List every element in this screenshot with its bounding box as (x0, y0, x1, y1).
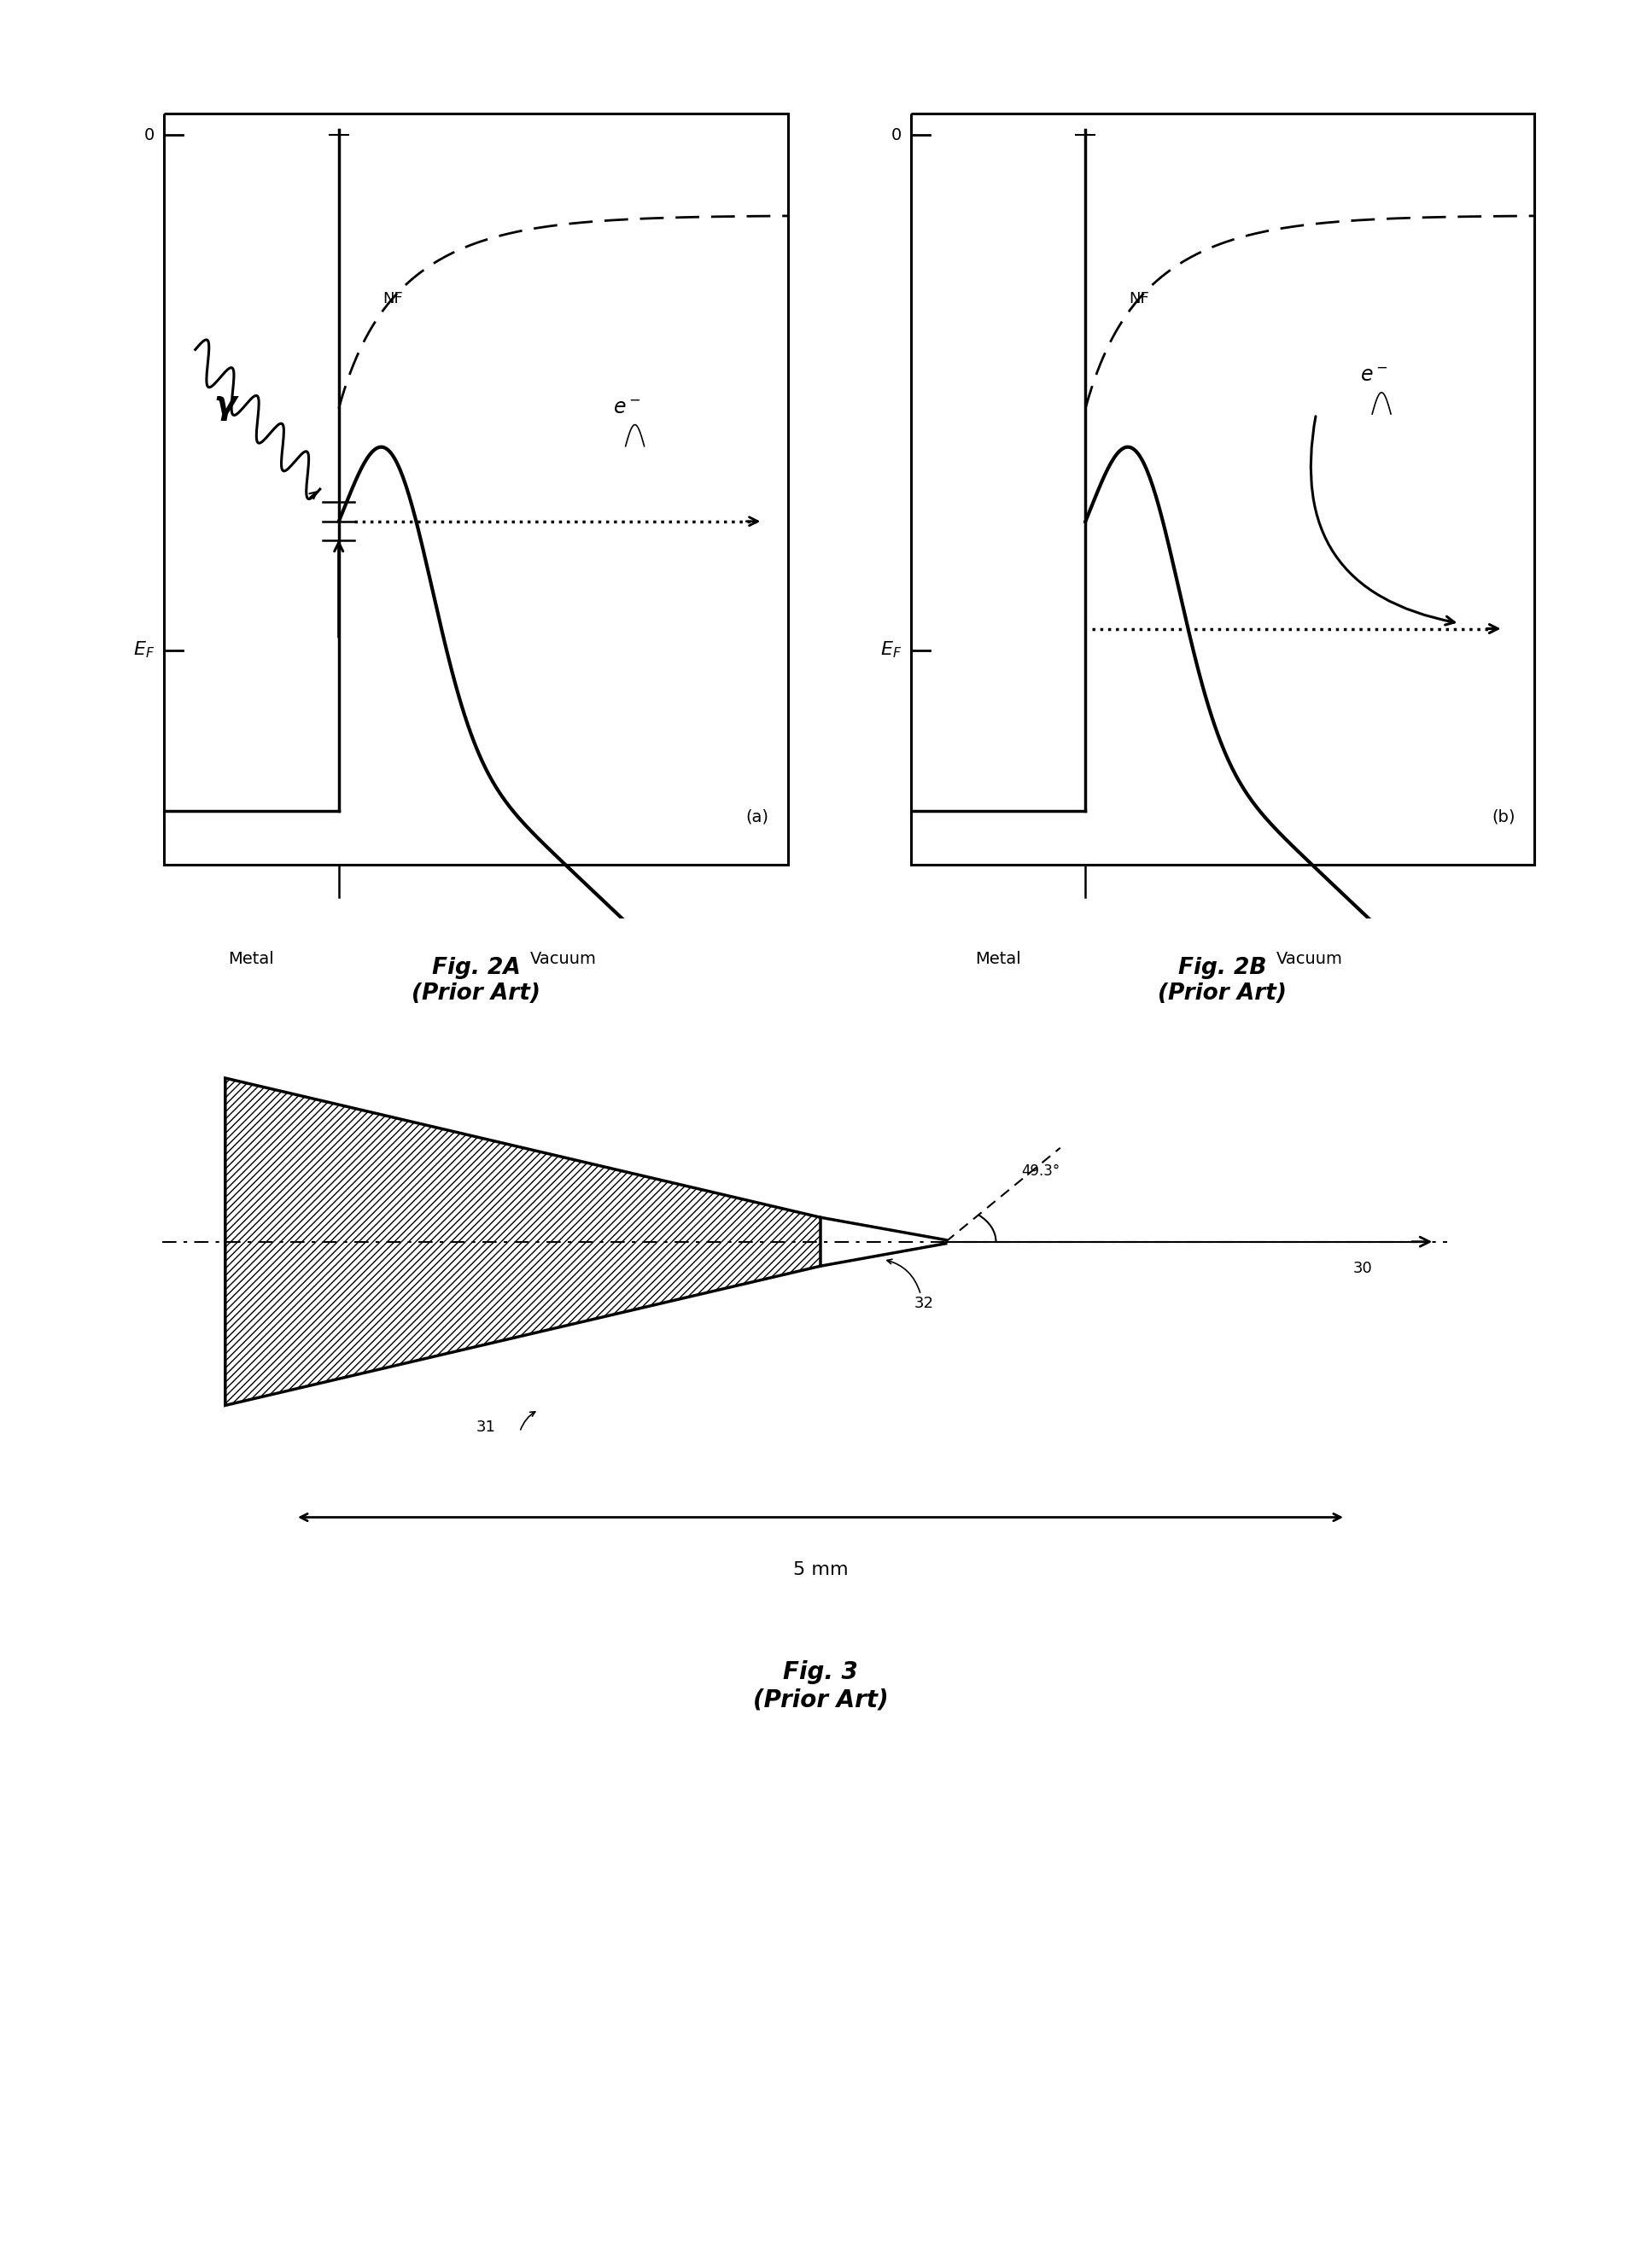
Text: e$^-$: e$^-$ (1360, 365, 1387, 386)
Text: 49.3°: 49.3° (1021, 1163, 1060, 1179)
Text: Fig. 2B
(Prior Art): Fig. 2B (Prior Art) (1159, 957, 1287, 1005)
Text: e$^-$: e$^-$ (614, 397, 640, 417)
Text: Vacuum: Vacuum (1277, 950, 1342, 966)
Text: NF: NF (1129, 290, 1149, 306)
Text: $\boldsymbol{\gamma}$: $\boldsymbol{\gamma}$ (213, 390, 240, 422)
Text: 32: 32 (914, 1295, 934, 1311)
Text: (a): (a) (747, 810, 770, 826)
Text: NF: NF (382, 290, 402, 306)
Text: $E_F$: $E_F$ (880, 640, 901, 660)
Text: 31: 31 (476, 1420, 496, 1436)
Text: Metal: Metal (228, 950, 274, 966)
Text: (b): (b) (1492, 810, 1516, 826)
Text: Metal: Metal (975, 950, 1021, 966)
Text: 30: 30 (1354, 1261, 1372, 1277)
Text: Fig. 3
(Prior Art): Fig. 3 (Prior Art) (753, 1660, 888, 1712)
Text: 0: 0 (144, 127, 154, 143)
Text: Vacuum: Vacuum (530, 950, 596, 966)
Text: 0: 0 (891, 127, 901, 143)
Polygon shape (225, 1077, 820, 1406)
Text: 5 mm: 5 mm (793, 1560, 848, 1579)
Text: Fig. 2A
(Prior Art): Fig. 2A (Prior Art) (412, 957, 540, 1005)
Text: $E_F$: $E_F$ (133, 640, 154, 660)
